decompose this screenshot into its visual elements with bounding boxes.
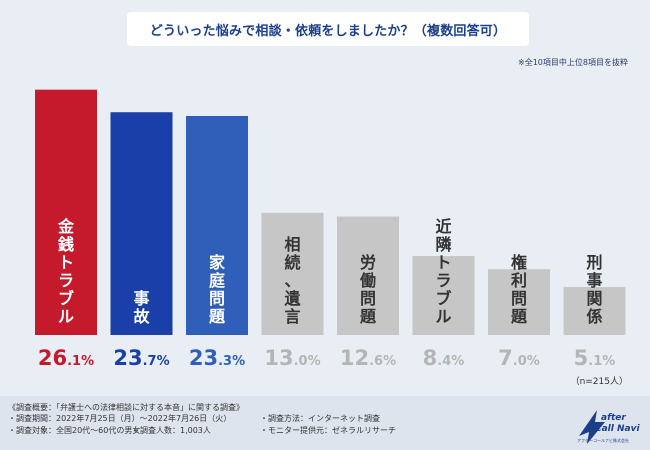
category-label: 労働問題 [359,253,377,326]
chart-note: ※全10項目中上位8項目を抜粋 [518,58,628,67]
value-label: 23.3% [189,346,245,370]
company-logo: after Call Navi アフターコールナビ株式会社 [577,410,640,444]
category-label: 事故 [133,289,150,326]
bar-2 [110,112,173,335]
sample-size: （n=215人） [571,376,628,387]
survey-method: ・調査方法：インターネット調査 [260,414,380,423]
survey-target: ・調査対象：全国20代～60代の男女 [8,426,141,435]
logo-line2: Call Navi [595,424,640,434]
logo-company: アフターコールナビ株式会社 [577,437,629,443]
category-label: 権利問題 [511,253,528,326]
logo-line1: after [601,413,626,423]
bar-chart: （n=215人） 金銭トラブル 26.1% 事故 23.7% 家庭問題 23.3% 相続、遺… [35,89,628,387]
survey-footer: 《調査概要：「弁護士への法律相談に対する本音」に関する調査》 ・調査期間：202… [0,396,650,450]
survey-count: ・調査人数：1,003人 [132,426,211,435]
bar-7 [488,269,550,335]
value-label: 13.0% [264,346,320,370]
bar-1 [35,89,97,335]
value-label: 7.0% [498,346,540,370]
category-label: 金銭トラブル [57,217,75,326]
value-label: 26.1% [38,346,94,370]
survey-provider: ・モニター提供元：ゼネラルリサーチ [260,426,396,435]
bar-3 [186,115,248,335]
value-label: 23.7% [113,346,169,370]
bar-4 [261,212,324,335]
survey-period: ・調査期間：2022年7月25日（月）～2022年7月26日（火） [8,414,232,423]
category-label: 近隣トラブル [435,217,451,326]
category-label: 刑事関係 [586,253,602,326]
logo-bolt-icon [579,410,605,444]
category-label: 家庭問題 [209,253,226,326]
bar-5 [337,216,399,335]
category-label: 相続、遺言 [284,235,301,326]
chart-title: どういった悩みで相談・依頼をしましたか？（複数回答可） [127,12,529,46]
bar-6 [412,256,475,335]
bar-8 [563,287,626,335]
value-label: 8.4% [423,346,465,370]
value-label: 5.1% [574,346,616,370]
value-label: 12.6% [340,346,396,370]
survey-title: 《調査概要：「弁護士への法律相談に対する本音」に関する調査》 [8,403,244,412]
